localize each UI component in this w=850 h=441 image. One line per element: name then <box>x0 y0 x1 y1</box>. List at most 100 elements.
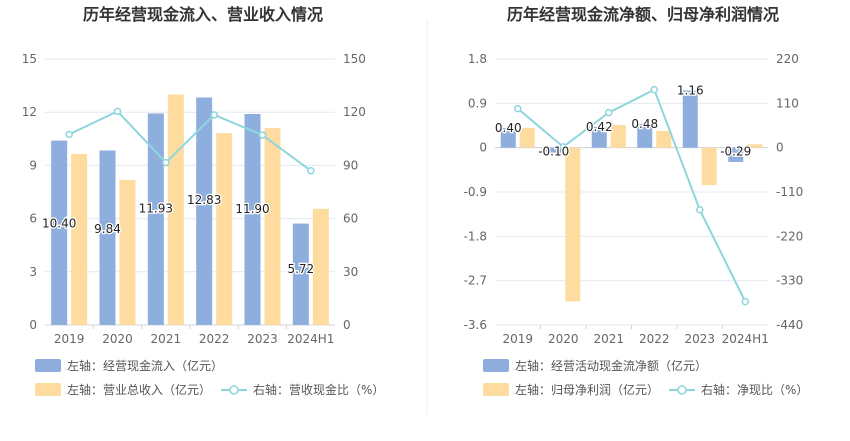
right-axis-tick-label: 30 <box>343 265 358 279</box>
bar--3 <box>196 97 213 326</box>
legend-label: 右轴：营收现金比（%） <box>253 382 384 397</box>
legend-swatch <box>483 383 509 396</box>
ratio-line-point-0 <box>65 130 73 139</box>
legend-line-marker <box>677 385 687 395</box>
ratio-line-point-0 <box>514 104 522 113</box>
bar--1 <box>119 179 136 325</box>
bar--3 <box>637 124 653 148</box>
left-axis-tick-label: -0.9 <box>464 185 487 199</box>
x-axis-tick-label: 2023 <box>247 332 278 346</box>
legend-label: 左轴：经营现金流入（亿元） <box>67 358 223 373</box>
legend-label: 右轴：净现比（%） <box>701 382 808 397</box>
bar-data-label: 12.83 <box>187 193 221 207</box>
bar--5 <box>728 147 744 162</box>
ratio-line <box>68 110 312 172</box>
bar--2 <box>147 113 164 325</box>
legend-swatch <box>35 383 61 396</box>
right-axis-tick-label: 220 <box>776 52 799 66</box>
ratio-line-point-4 <box>258 131 267 139</box>
x-axis-tick-label: 2019 <box>502 332 533 346</box>
x-axis-tick-label: 2022 <box>199 332 230 346</box>
x-axis-tick-label: 2024H1 <box>722 332 769 346</box>
bar-data-label: 9.84 <box>94 222 121 236</box>
bar--1 <box>546 147 562 153</box>
bar-data-label: -0.10 <box>538 145 569 159</box>
left-axis-tick-label: -3.6 <box>464 318 487 332</box>
bar-data-label: 1.16 <box>677 84 704 98</box>
bar-data-label: 0.48 <box>631 117 658 131</box>
ratio-line-point-3 <box>210 111 218 119</box>
bar--1 <box>565 147 581 302</box>
chart-panel-net-cashflow: 历年经营现金流净额、归母净利润情况 -3.6 -2.7 -1.8 -0.9 0 0.9 1.8… <box>464 5 809 397</box>
bar--4 <box>682 90 698 148</box>
bar--0 <box>51 140 68 325</box>
right-axis-tick-label: 120 <box>343 105 366 119</box>
right-axis-tick-label: 90 <box>343 158 358 172</box>
bar-data-label: 0.42 <box>586 120 613 134</box>
bar--1 <box>99 150 116 325</box>
bar-data-label: 11.90 <box>235 202 269 216</box>
x-axis-tick-label: 2020 <box>102 332 133 346</box>
bar-data-label: -0.29 <box>720 145 751 159</box>
left-axis-tick-label: 12 <box>22 105 37 119</box>
left-axis-tick-label: 3 <box>29 265 37 279</box>
legend-line-marker <box>229 385 239 395</box>
chart-panel-cash-inflow: 历年经营现金流入、营业收入情况0369121503060901201502019… <box>22 5 385 397</box>
left-axis-tick-label: 0.9 <box>468 96 487 110</box>
left-axis-tick-label: 0 <box>29 318 37 332</box>
x-axis-tick-label: 2024H1 <box>287 332 334 346</box>
left-axis-tick-label: 9 <box>29 158 37 172</box>
bar--2 <box>167 94 184 325</box>
ratio-line-point-3 <box>650 85 658 94</box>
x-axis-tick-label: 2021 <box>593 332 624 346</box>
bar--5 <box>292 223 309 325</box>
ratio-line <box>517 88 747 303</box>
bar--2 <box>610 125 626 148</box>
ratio-line-point-1 <box>559 143 567 151</box>
ratio-line-point-5 <box>741 297 749 306</box>
bar-data-label: 0.40 <box>495 121 522 135</box>
bar--4 <box>244 113 261 326</box>
x-axis-tick-label: 2019 <box>54 332 85 346</box>
bar--3 <box>656 130 672 148</box>
ratio-line-point-5 <box>307 166 315 175</box>
left-axis-tick-label: 0 <box>479 141 487 155</box>
x-axis-tick-label: 2021 <box>151 332 182 346</box>
bar-data-label: 11.93 <box>139 202 173 216</box>
bar--4 <box>701 147 717 186</box>
x-axis-tick-label: 2023 <box>684 332 715 346</box>
left-axis-tick-label: 6 <box>29 212 37 226</box>
right-axis-tick-label: -220 <box>776 229 803 243</box>
right-axis-tick-label: 150 <box>343 52 366 66</box>
right-axis-tick-label: -110 <box>776 185 803 199</box>
left-axis-tick-label: 15 <box>22 52 37 66</box>
legend-swatch <box>35 359 61 372</box>
bar--2 <box>591 126 607 148</box>
ratio-line-point-2 <box>162 158 170 167</box>
right-axis-tick-label: 60 <box>343 212 358 226</box>
legend-label: 左轴：营业总收入（亿元） <box>67 382 211 397</box>
bar--0 <box>71 153 88 325</box>
left-axis-tick-label: -2.7 <box>464 274 487 288</box>
right-axis-tick-label: -440 <box>776 318 803 332</box>
x-axis-tick-label: 2022 <box>639 332 670 346</box>
bar--4 <box>264 128 281 325</box>
bar-data-label: 5.72 <box>287 262 314 276</box>
bar--5 <box>312 208 329 325</box>
bar--3 <box>216 133 233 325</box>
right-axis-tick-label: -330 <box>776 274 803 288</box>
ratio-line-point-4 <box>696 205 704 214</box>
left-axis-tick-label: 1.8 <box>468 52 487 66</box>
right-axis-tick-label: 110 <box>776 96 799 110</box>
right-axis-tick-label: 0 <box>776 141 784 155</box>
legend-label: 左轴：经营活动现金流净额（亿元） <box>515 358 707 373</box>
legend-swatch <box>483 359 509 372</box>
bar--0 <box>500 127 516 148</box>
bar--5 <box>747 144 763 148</box>
x-axis-tick-label: 2020 <box>548 332 579 346</box>
ratio-line-point-2 <box>605 108 613 117</box>
chart-title: 历年经营现金流净额、归母净利润情况 <box>507 5 779 24</box>
right-axis-tick-label: 0 <box>343 318 351 332</box>
